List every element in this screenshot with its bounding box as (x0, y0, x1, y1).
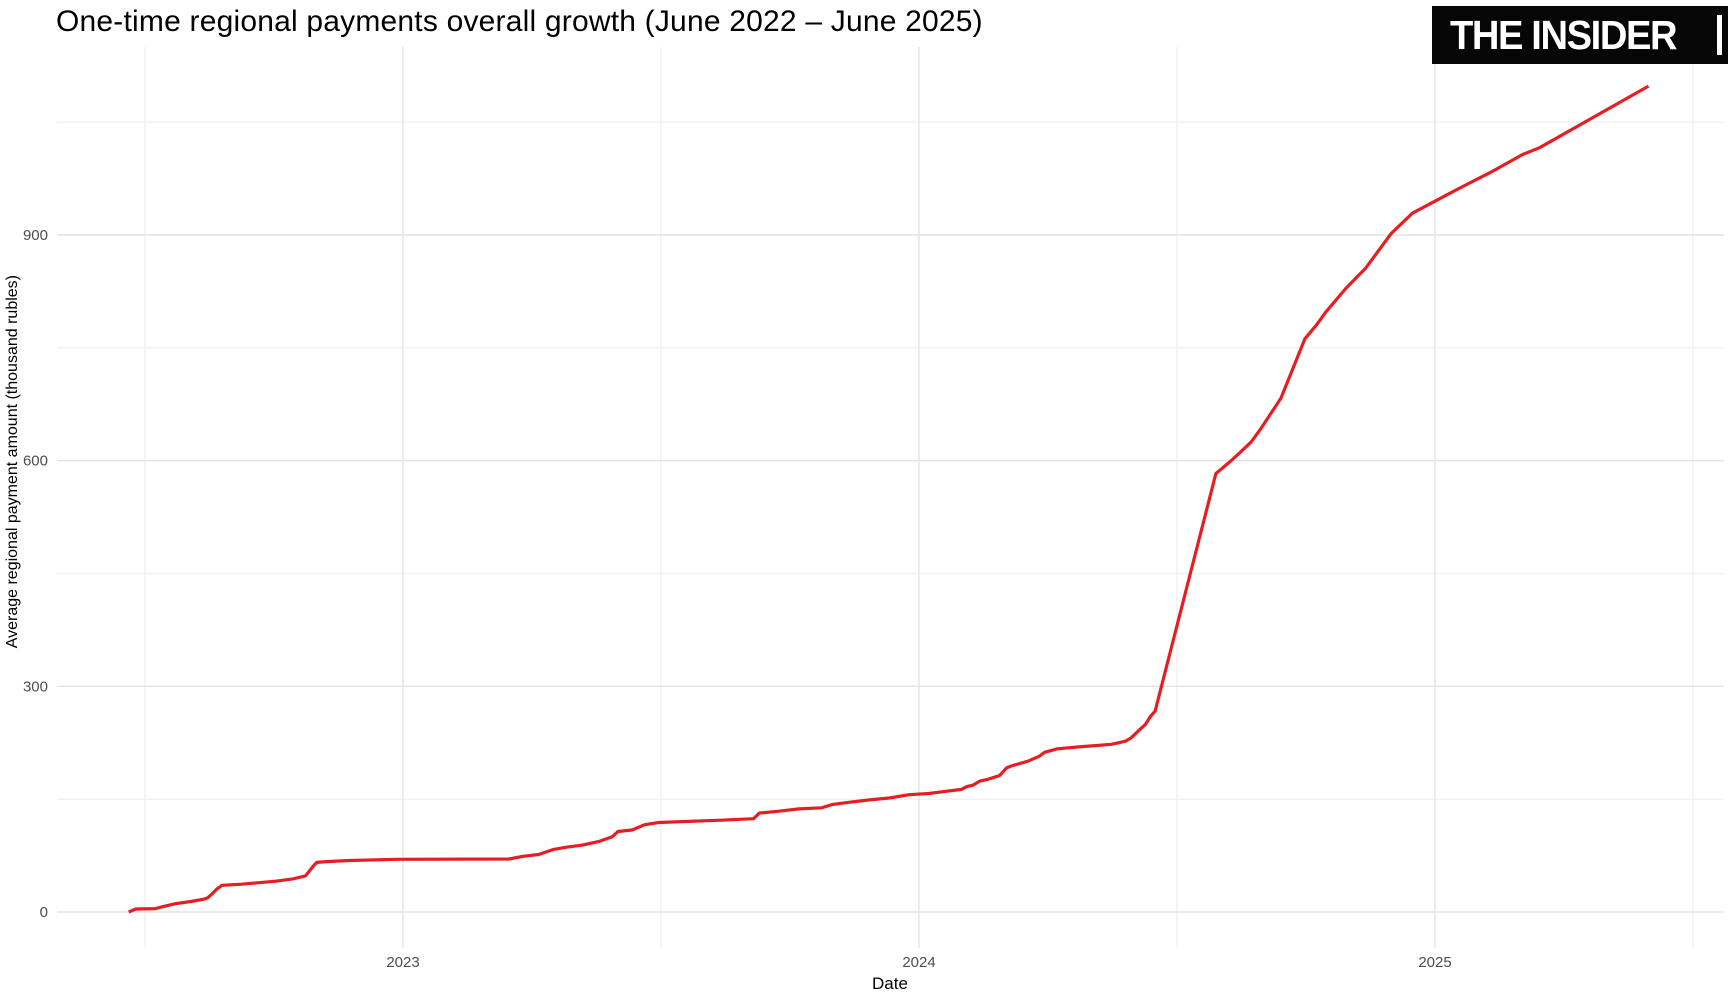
logo-text: THE INSIDER (1450, 11, 1678, 58)
x-tick-label: 2023 (386, 954, 419, 971)
x-tick-label: 2025 (1418, 954, 1451, 971)
y-tick-label: 0 (40, 904, 48, 921)
chart-title: One-time regional payments overall growt… (56, 5, 983, 38)
y-tick-label: 600 (23, 453, 48, 470)
y-axis-title-text: Average regional payment amount (thousan… (4, 274, 21, 649)
x-axis-title: Date (0, 974, 1732, 994)
the-insider-logo: THE INSIDER (1432, 6, 1728, 64)
y-tick-label: 300 (23, 678, 48, 695)
y-axis-title: Average regional payment amount (thousan… (4, 0, 22, 1003)
logo-cursor-bar (1717, 15, 1722, 55)
y-tick-label: 900 (23, 227, 48, 244)
x-tick-label: 2024 (902, 954, 935, 971)
x-axis-title-text: Date (872, 974, 908, 993)
series-line (128, 84, 1650, 914)
